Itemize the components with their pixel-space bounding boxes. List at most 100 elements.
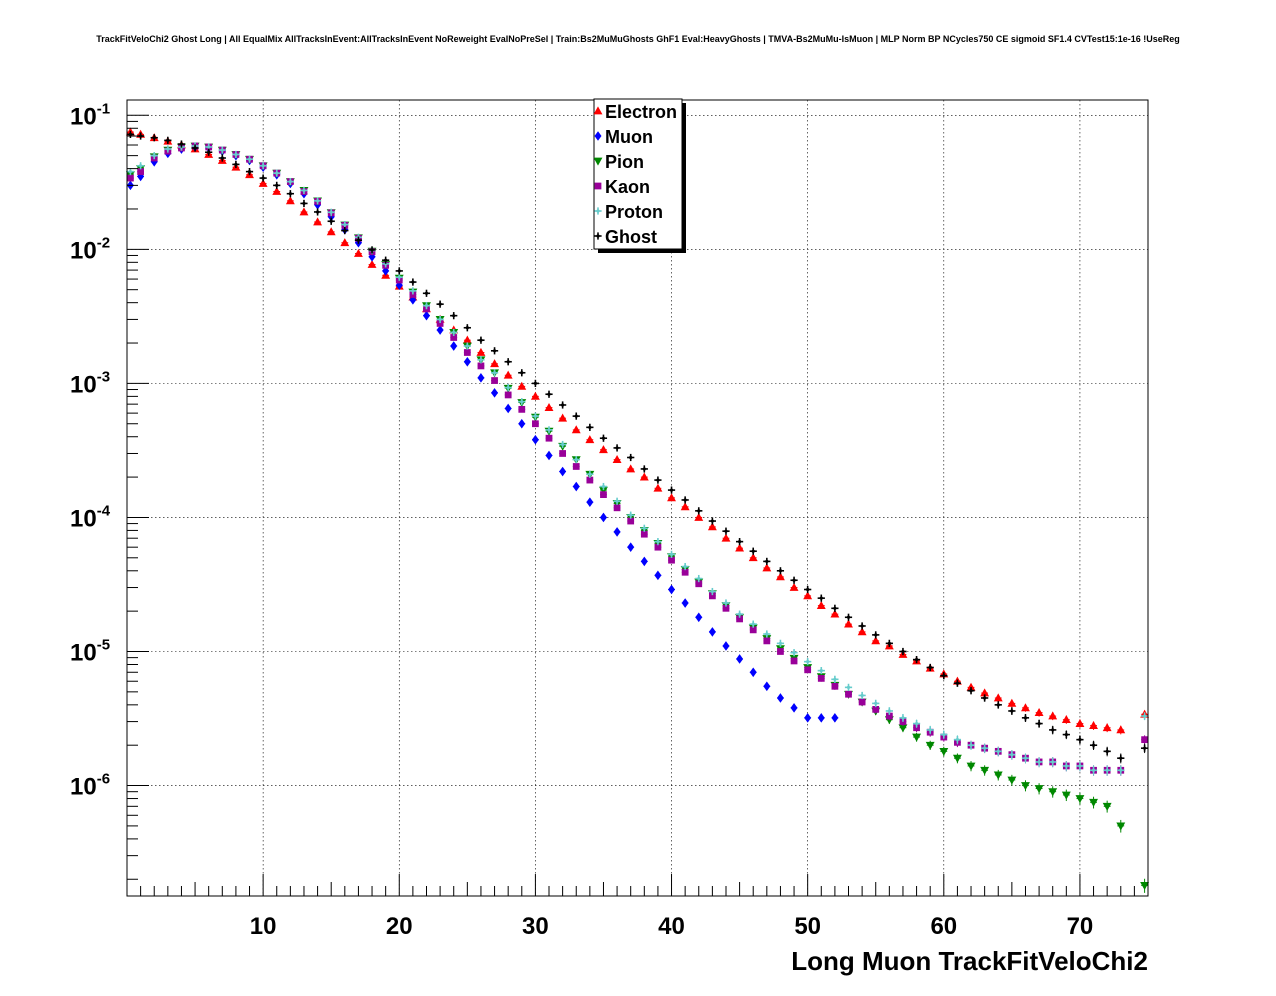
marker-cross [286, 190, 294, 198]
marker-square [137, 168, 144, 175]
marker-triangle-down [1102, 802, 1112, 811]
marker-triangle-down [1021, 782, 1030, 791]
x-axis-title: Long Muon TrackFitVeloChi2 [791, 946, 1148, 976]
marker-triangle-up [993, 693, 1003, 702]
data-point [980, 765, 990, 776]
x-tick-label: 50 [794, 913, 821, 940]
marker-cross [545, 390, 553, 398]
data-point [599, 445, 608, 454]
marker-triangle-up [857, 627, 867, 636]
data-point [831, 604, 839, 612]
marker-triangle-up [1102, 723, 1112, 732]
marker-triangle-up [558, 413, 568, 422]
marker-diamond [681, 598, 689, 608]
marker-diamond [545, 450, 553, 461]
data-point [490, 359, 500, 368]
marker-cross [627, 511, 635, 519]
data-point [749, 547, 757, 555]
marker-triangle-down [980, 766, 990, 775]
data-point [1116, 819, 1126, 833]
marker-triangle-down [966, 762, 976, 771]
marker-diamond [599, 512, 607, 523]
marker-triangle-up [313, 217, 323, 226]
data-point [559, 450, 567, 457]
data-point [925, 740, 935, 751]
data-point [518, 405, 526, 413]
data-point [273, 181, 281, 189]
data-point [912, 656, 921, 664]
marker-cross [572, 412, 580, 420]
data-point [1048, 786, 1058, 798]
marker-cross [150, 134, 158, 142]
marker-cross [300, 199, 308, 208]
data-point [367, 259, 377, 268]
data-point [804, 585, 812, 594]
data-point [572, 481, 580, 492]
data-point [1102, 723, 1112, 733]
data-point [126, 130, 135, 139]
marker-triangle-up [1021, 703, 1030, 712]
marker-cross [912, 656, 921, 664]
marker-square [491, 377, 498, 384]
data-point [763, 557, 771, 565]
legend-label: Electron [605, 102, 677, 122]
data-point [695, 507, 703, 515]
marker-cross [450, 312, 458, 320]
data-point [858, 622, 866, 630]
marker-cross [872, 631, 880, 639]
data-point [572, 463, 580, 470]
marker-cross [594, 232, 602, 240]
marker-cross [722, 527, 730, 535]
data-point [994, 746, 1002, 757]
data-point [817, 713, 825, 723]
data-point [327, 217, 335, 225]
marker-cross [831, 604, 839, 612]
marker-cross [844, 613, 853, 621]
marker-diamond [790, 703, 798, 713]
data-point [599, 482, 608, 491]
data-point [831, 713, 839, 723]
data-point [667, 486, 676, 494]
data-point [967, 740, 975, 751]
data-point [341, 220, 349, 229]
data-point [232, 150, 240, 159]
marker-cross [736, 610, 744, 618]
marker-diamond [776, 693, 784, 703]
marker-cross [126, 130, 135, 139]
marker-cross [327, 217, 335, 225]
data-point [463, 356, 471, 367]
marker-diamond [559, 466, 567, 477]
data-point [463, 349, 471, 356]
marker-square [668, 556, 675, 564]
data-point [871, 636, 881, 645]
marker-triangle-up [490, 359, 500, 368]
data-point [639, 472, 649, 481]
marker-square [804, 666, 812, 674]
data-point [586, 470, 594, 478]
marker-square [858, 698, 866, 706]
marker-cross [504, 384, 512, 392]
marker-square [586, 476, 594, 484]
marker-diamond [436, 325, 444, 335]
data-point [126, 168, 135, 176]
marker-cross [436, 315, 444, 324]
legend-box [593, 98, 683, 250]
data-point [776, 693, 784, 703]
marker-cross [654, 538, 662, 546]
marker-cross [354, 236, 363, 244]
data-point [1007, 774, 1017, 786]
marker-cross [232, 150, 240, 159]
data-point [1102, 800, 1112, 813]
data-point [504, 384, 512, 392]
data-point [735, 543, 745, 552]
data-point [436, 315, 444, 324]
data-point [627, 511, 635, 519]
marker-cross [477, 356, 485, 364]
marker-square [777, 648, 784, 655]
data-point [1103, 746, 1111, 757]
data-point [1035, 757, 1043, 768]
marker-cross [885, 707, 893, 715]
data-point [640, 524, 648, 532]
data-point [518, 418, 526, 429]
marker-square [532, 420, 539, 428]
